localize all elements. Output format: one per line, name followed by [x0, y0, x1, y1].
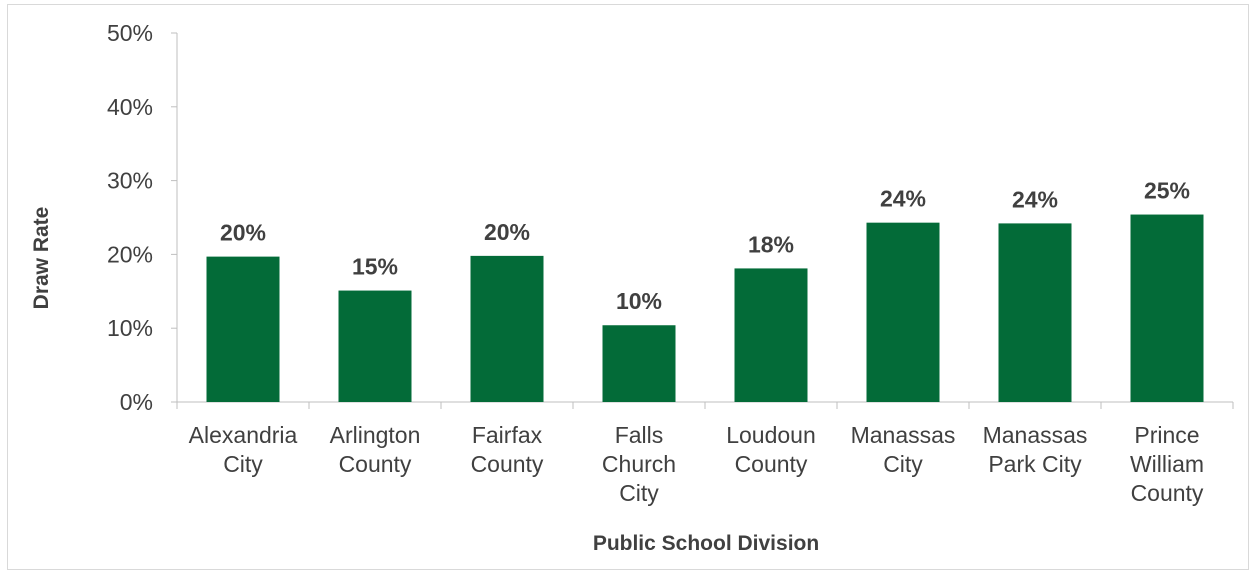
- bar: [1130, 214, 1204, 402]
- x-category-label-line: Arlington: [330, 422, 421, 448]
- x-category-label-line: County: [339, 451, 412, 477]
- bar: [602, 325, 676, 402]
- y-tick-label: 10%: [107, 315, 153, 341]
- y-tick-label: 0%: [120, 389, 153, 415]
- bar: [998, 223, 1072, 402]
- x-category-label-line: City: [619, 480, 659, 506]
- y-axis-title: Draw Rate: [30, 207, 53, 310]
- bar: [470, 255, 544, 402]
- x-category-label-line: Church: [602, 451, 676, 477]
- x-category-label: Arlington County: [330, 422, 421, 477]
- x-category-label-line: Park City: [988, 451, 1082, 477]
- x-category-label: Loudoun County: [726, 422, 816, 477]
- data-label: 10%: [616, 288, 662, 314]
- y-tick-label: 50%: [107, 20, 153, 46]
- data-label: 15%: [352, 254, 398, 280]
- data-label: 25%: [1144, 178, 1190, 204]
- x-category-label-line: Manassas: [851, 422, 956, 448]
- data-label: 18%: [748, 231, 794, 257]
- bars: [206, 214, 1204, 402]
- x-category-label: Manassas Park City: [983, 422, 1088, 477]
- y-tick-label: 40%: [107, 94, 153, 120]
- data-label: 20%: [220, 220, 266, 246]
- data-label: 24%: [880, 186, 926, 212]
- x-category-label: Falls Church City: [602, 422, 676, 506]
- x-category-label-line: Alexandria: [189, 422, 298, 448]
- labels: 20% Alexandria City 15% Arlington County 20% Fa…: [189, 178, 1204, 506]
- y-tick-label: 20%: [107, 241, 153, 267]
- x-category-label: Fairfax County: [471, 422, 544, 477]
- x-category-label-line: Fairfax: [472, 422, 543, 448]
- x-category-label-line: Falls: [615, 422, 664, 448]
- data-label: 24%: [1012, 186, 1058, 212]
- bar: [206, 256, 280, 402]
- x-category-label-line: Prince: [1134, 422, 1199, 448]
- x-axis-title: Public School Division: [593, 532, 819, 555]
- x-category-label-line: City: [223, 451, 263, 477]
- x-category-label-line: County: [471, 451, 544, 477]
- bar: [866, 222, 940, 402]
- x-category-label-line: Manassas: [983, 422, 1088, 448]
- x-category-label-line: County: [1131, 480, 1204, 506]
- x-category-label-line: William: [1130, 451, 1204, 477]
- bar: [734, 268, 808, 402]
- x-category-label: Alexandria City: [189, 422, 298, 477]
- bar: [338, 290, 412, 402]
- x-category-label: Manassas City: [851, 422, 956, 477]
- y-tick-label: 30%: [107, 168, 153, 194]
- x-category-label: Prince William County: [1130, 422, 1204, 506]
- x-category-label-line: Loudoun: [726, 422, 816, 448]
- x-category-label-line: City: [883, 451, 923, 477]
- data-label: 20%: [484, 219, 530, 245]
- x-category-label-line: County: [735, 451, 808, 477]
